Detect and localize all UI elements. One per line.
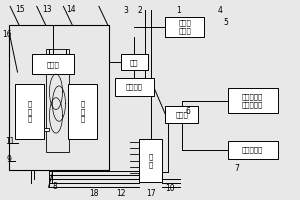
Text: 提醒和显示: 提醒和显示 — [242, 146, 263, 153]
Text: 13: 13 — [42, 5, 52, 14]
Text: 制
冷
片: 制 冷 片 — [80, 101, 85, 122]
Bar — [166, 106, 198, 123]
Bar — [32, 54, 74, 74]
Text: 太阳能
电池板: 太阳能 电池板 — [178, 20, 191, 34]
Bar — [228, 141, 278, 159]
Bar — [44, 128, 50, 131]
Bar — [228, 88, 278, 113]
Bar — [115, 78, 154, 96]
Text: 15: 15 — [16, 5, 25, 14]
Text: 8: 8 — [52, 182, 57, 191]
Text: 4: 4 — [218, 6, 223, 15]
Text: 2: 2 — [138, 6, 143, 15]
Bar — [166, 17, 204, 37]
Text: 10: 10 — [165, 184, 175, 193]
Text: 制
冷
片: 制 冷 片 — [27, 101, 32, 122]
Text: 18: 18 — [90, 189, 99, 198]
Bar — [68, 84, 98, 139]
Text: 9: 9 — [6, 155, 11, 164]
Text: 16: 16 — [2, 30, 12, 39]
Text: 11: 11 — [5, 137, 15, 146]
Bar — [9, 25, 109, 170]
Text: 开关: 开关 — [130, 59, 139, 66]
Bar — [46, 49, 69, 152]
Text: 风
机: 风 机 — [148, 154, 153, 168]
Text: 1: 1 — [176, 6, 181, 15]
Text: 6: 6 — [185, 107, 190, 116]
Text: 单片机: 单片机 — [176, 111, 188, 118]
Text: 3: 3 — [123, 6, 128, 15]
Text: 集水箱: 集水箱 — [46, 61, 59, 68]
Bar — [121, 54, 148, 70]
Text: 5: 5 — [224, 18, 229, 27]
Text: 12: 12 — [116, 189, 126, 198]
Text: 蓄路电池: 蓄路电池 — [126, 84, 143, 90]
Text: 14: 14 — [66, 5, 76, 14]
Text: 17: 17 — [146, 189, 155, 198]
Text: 7: 7 — [234, 164, 239, 173]
Text: 温度传感器
湿度传感器: 温度传感器 湿度传感器 — [242, 94, 263, 108]
Bar — [14, 84, 44, 139]
Bar — [139, 139, 163, 182]
